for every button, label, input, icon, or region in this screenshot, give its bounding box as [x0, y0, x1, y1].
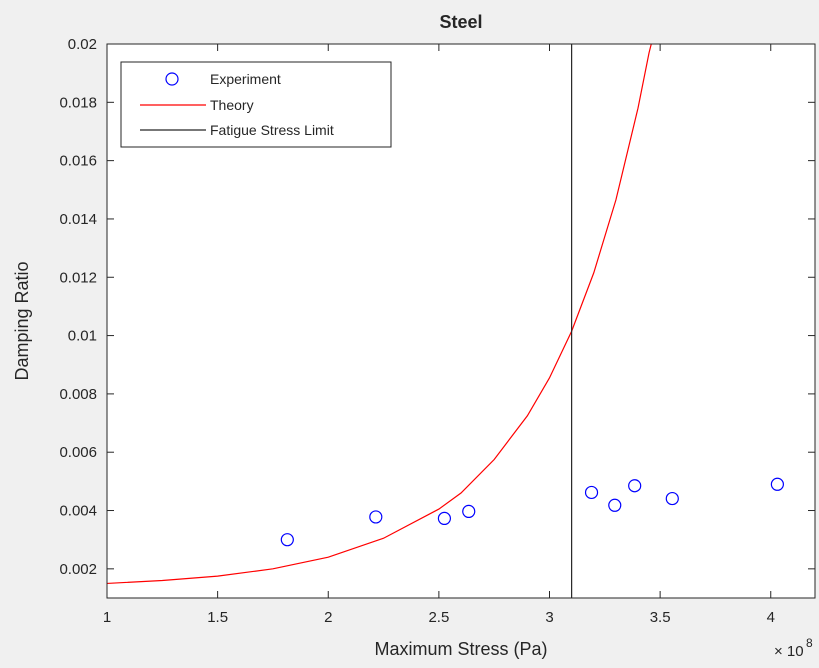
x-exponent-label: × 10 8 [774, 636, 813, 660]
y-tick-label: 0.02 [68, 36, 97, 53]
legend-experiment-label: Experiment [210, 71, 281, 87]
experiment-point [584, 485, 599, 500]
y-tick-label: 0.018 [59, 94, 97, 111]
x-tick-label: 2 [324, 609, 332, 626]
x-tick-label: 1 [103, 609, 111, 626]
legend-experiment-marker [165, 72, 179, 86]
y-tick-label: 0.016 [59, 153, 97, 170]
experiment-point [628, 479, 642, 493]
experiment-point [369, 510, 383, 524]
x-tick-label: 4 [767, 609, 775, 626]
legend: Experiment Theory Fatigue Stress Limit [120, 61, 392, 148]
experiment-point [280, 533, 294, 547]
experiment-point [437, 511, 452, 525]
chart-title: Steel [439, 12, 482, 32]
theory-curve [107, 44, 652, 585]
x-tick-label: 1.5 [207, 609, 228, 626]
tick-layer: 1 1.5 2 2.5 3 3.5 4 0.002 0.004 0.006 0.008 0.01 0.0… [59, 36, 815, 626]
axes-box [106, 43, 816, 599]
y-tick-label: 0.008 [59, 386, 97, 403]
experiment-point [608, 498, 622, 512]
y-tick-label: 0.006 [59, 444, 97, 461]
x-tick-label: 3.5 [650, 609, 671, 626]
experiment-point [770, 477, 784, 491]
legend-fatigue-label: Fatigue Stress Limit [210, 122, 334, 138]
experiment-point [665, 491, 679, 506]
y-tick-label: 0.002 [59, 561, 97, 578]
y-tick-label: 0.012 [59, 269, 97, 286]
plot-content [107, 44, 784, 598]
x-tick-label: 2.5 [428, 609, 449, 626]
x-exponent-power: 8 [806, 636, 813, 650]
legend-theory-label: Theory [210, 97, 254, 113]
x-tick-label: 3 [545, 609, 553, 626]
y-tick-label: 0.004 [59, 503, 97, 520]
x-axis-label: Maximum Stress (Pa) [374, 639, 547, 659]
y-axis-label: Damping Ratio [12, 261, 32, 380]
x-exponent-base: × 10 [774, 643, 804, 660]
y-tick-label: 0.014 [59, 211, 97, 228]
experiment-point [462, 504, 476, 519]
y-tick-label: 0.01 [68, 328, 97, 345]
